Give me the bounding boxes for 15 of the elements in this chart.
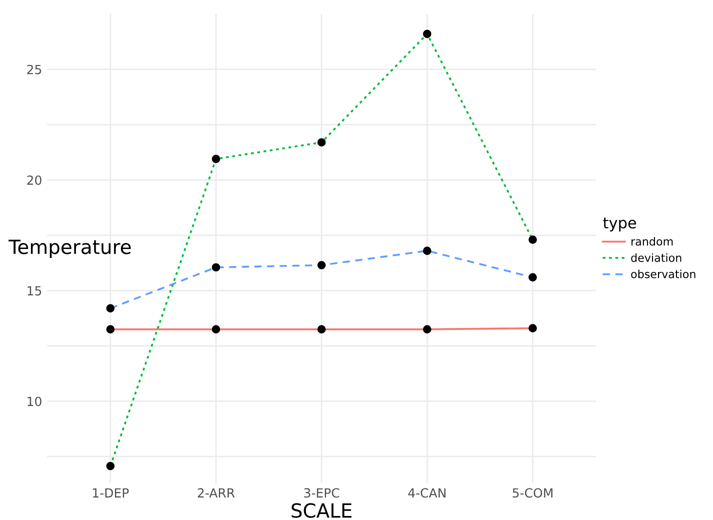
- legend-label: observation: [631, 270, 696, 278]
- legend-title: type: [603, 218, 636, 232]
- y-tick-label: 20: [27, 175, 42, 185]
- y-tick-label: 15: [28, 286, 42, 296]
- x-tick-label: 5-COM: [512, 488, 552, 498]
- legend-label: deviation: [631, 253, 682, 262]
- y-axis-title: Temperature: [8, 240, 131, 258]
- y-tick-label: 10: [28, 396, 42, 406]
- x-axis-title: SCALE: [292, 503, 352, 518]
- x-tick-label: 4-CAN: [408, 488, 446, 498]
- y-tick-label: 25: [27, 64, 42, 74]
- x-tick-label: 3-EPC: [304, 488, 340, 498]
- legend-label: random: [632, 237, 673, 246]
- x-tick-label: 2-ARR: [198, 488, 235, 498]
- x-tick-label: 1-DEP: [93, 488, 129, 498]
